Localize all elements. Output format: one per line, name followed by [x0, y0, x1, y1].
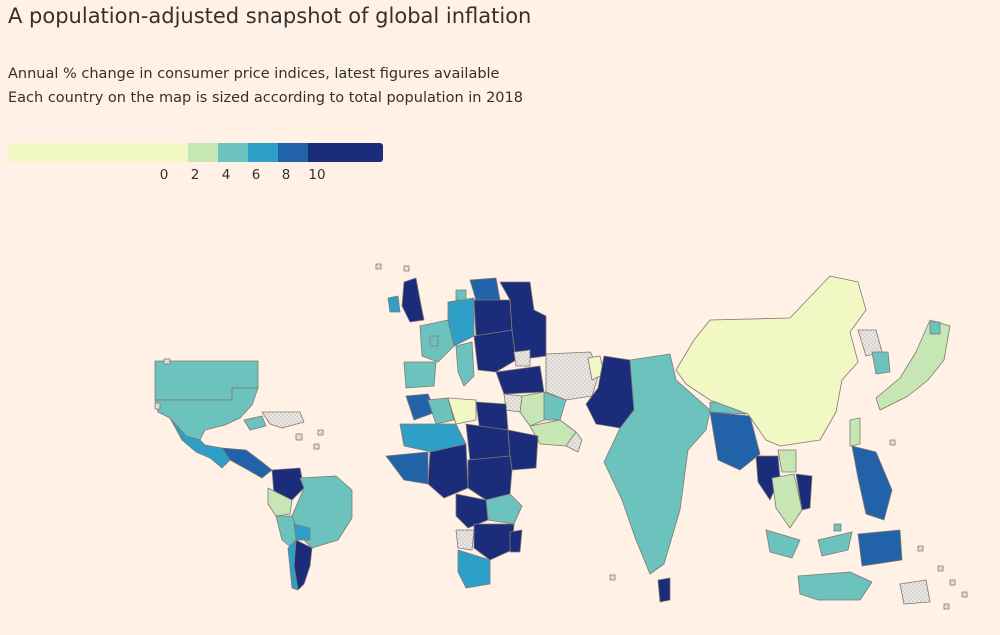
country-ukraine[interactable]	[513, 349, 531, 367]
legend-color-bar	[8, 143, 383, 162]
subtitle-line-1: Annual % change in consumer price indice…	[8, 66, 500, 82]
small-state[interactable]	[375, 263, 382, 270]
country-indonesia-east[interactable]	[857, 529, 903, 567]
country-ireland[interactable]	[387, 295, 401, 313]
country-gulf[interactable]	[565, 431, 583, 453]
country-algeria[interactable]	[427, 397, 455, 425]
small-state[interactable]	[929, 321, 941, 335]
color-legend: 0 2 4 6 8 10	[8, 143, 388, 193]
chart-title: A population-adjusted snapshot of global…	[8, 4, 532, 28]
region-europe	[387, 277, 601, 401]
small-state[interactable]	[917, 545, 924, 552]
country-iberia[interactable]	[403, 361, 437, 389]
legend-swatch	[248, 143, 278, 162]
small-state[interactable]	[429, 335, 439, 347]
region-africa	[385, 393, 539, 589]
country-balkans[interactable]	[473, 329, 517, 373]
region-north-america	[154, 360, 305, 479]
country-angola[interactable]	[455, 529, 475, 551]
region-south-asia	[585, 353, 761, 603]
region-middle-east	[503, 355, 605, 453]
country-central-africa[interactable]	[467, 455, 513, 501]
country-central-america[interactable]	[221, 447, 273, 479]
small-state[interactable]	[949, 579, 956, 586]
region-south-america	[267, 467, 353, 591]
legend-swatch	[188, 143, 218, 162]
legend-tick-label: 8	[281, 167, 291, 183]
legend-tick-label: 6	[251, 167, 261, 183]
country-madagascar[interactable]	[509, 529, 523, 553]
country-congo[interactable]	[455, 493, 489, 529]
country-bangladesh[interactable]	[709, 411, 761, 471]
legend-swatch	[308, 143, 383, 162]
country-south-africa[interactable]	[457, 549, 491, 589]
country-bolivia[interactable]	[293, 523, 311, 541]
country-india[interactable]	[603, 353, 711, 575]
country-italy[interactable]	[455, 341, 475, 387]
country-colombia[interactable]	[267, 487, 293, 517]
country-nordics[interactable]	[469, 277, 501, 301]
region-east-asia	[675, 275, 951, 447]
country-sri-lanka[interactable]	[657, 577, 671, 603]
small-state[interactable]	[889, 439, 896, 446]
country-ethiopia[interactable]	[507, 429, 539, 471]
country-turkey[interactable]	[495, 365, 545, 395]
country-caribbean[interactable]	[261, 411, 305, 429]
legend-swatch	[218, 143, 248, 162]
small-state[interactable]	[163, 358, 171, 365]
small-state[interactable]	[313, 443, 320, 450]
country-south-korea[interactable]	[871, 351, 891, 375]
legend-tick-label: 4	[221, 167, 231, 183]
country-png-oceania[interactable]	[899, 579, 931, 605]
subtitle-line-2: Each country on the map is sized accordi…	[8, 90, 523, 106]
legend-tick-label: 10	[308, 167, 326, 183]
country-sudan[interactable]	[465, 423, 511, 461]
legend-swatch	[8, 143, 188, 162]
country-uk[interactable]	[401, 277, 425, 323]
country-taiwan[interactable]	[849, 417, 861, 447]
small-state[interactable]	[609, 574, 616, 581]
legend-tick-label: 0	[159, 167, 169, 183]
country-chile[interactable]	[287, 539, 299, 591]
small-state[interactable]	[937, 565, 944, 572]
chart-subtitle: Annual % change in consumer price indice…	[8, 62, 523, 110]
country-cuba[interactable]	[243, 415, 267, 431]
small-state[interactable]	[295, 433, 303, 441]
small-state[interactable]	[943, 603, 950, 610]
country-vietnam[interactable]	[795, 473, 813, 511]
legend-tick-label: 2	[190, 167, 200, 183]
country-venezuela[interactable]	[271, 467, 305, 501]
country-germany[interactable]	[447, 297, 475, 347]
country-north-africa[interactable]	[447, 397, 477, 425]
small-states	[154, 263, 968, 610]
small-state[interactable]	[455, 289, 467, 301]
region-southeast-asia	[755, 445, 931, 605]
country-iraq[interactable]	[519, 391, 545, 427]
country-philippines[interactable]	[851, 445, 893, 521]
country-malaysia[interactable]	[765, 529, 801, 559]
country-southern-africa[interactable]	[473, 523, 515, 561]
country-thailand[interactable]	[771, 473, 803, 529]
small-state[interactable]	[833, 523, 842, 532]
country-west-coast[interactable]	[385, 451, 429, 485]
country-japan[interactable]	[875, 319, 951, 411]
small-state[interactable]	[403, 265, 410, 272]
small-state[interactable]	[961, 591, 968, 598]
country-china[interactable]	[675, 275, 867, 447]
small-state[interactable]	[154, 402, 161, 410]
country-east-africa[interactable]	[485, 493, 523, 525]
legend-swatch	[278, 143, 308, 162]
country-laos[interactable]	[777, 449, 797, 473]
country-nigeria[interactable]	[427, 443, 469, 499]
country-indonesia-java[interactable]	[797, 571, 873, 601]
country-indonesia-sumatra[interactable]	[817, 531, 853, 557]
small-state[interactable]	[317, 429, 324, 436]
